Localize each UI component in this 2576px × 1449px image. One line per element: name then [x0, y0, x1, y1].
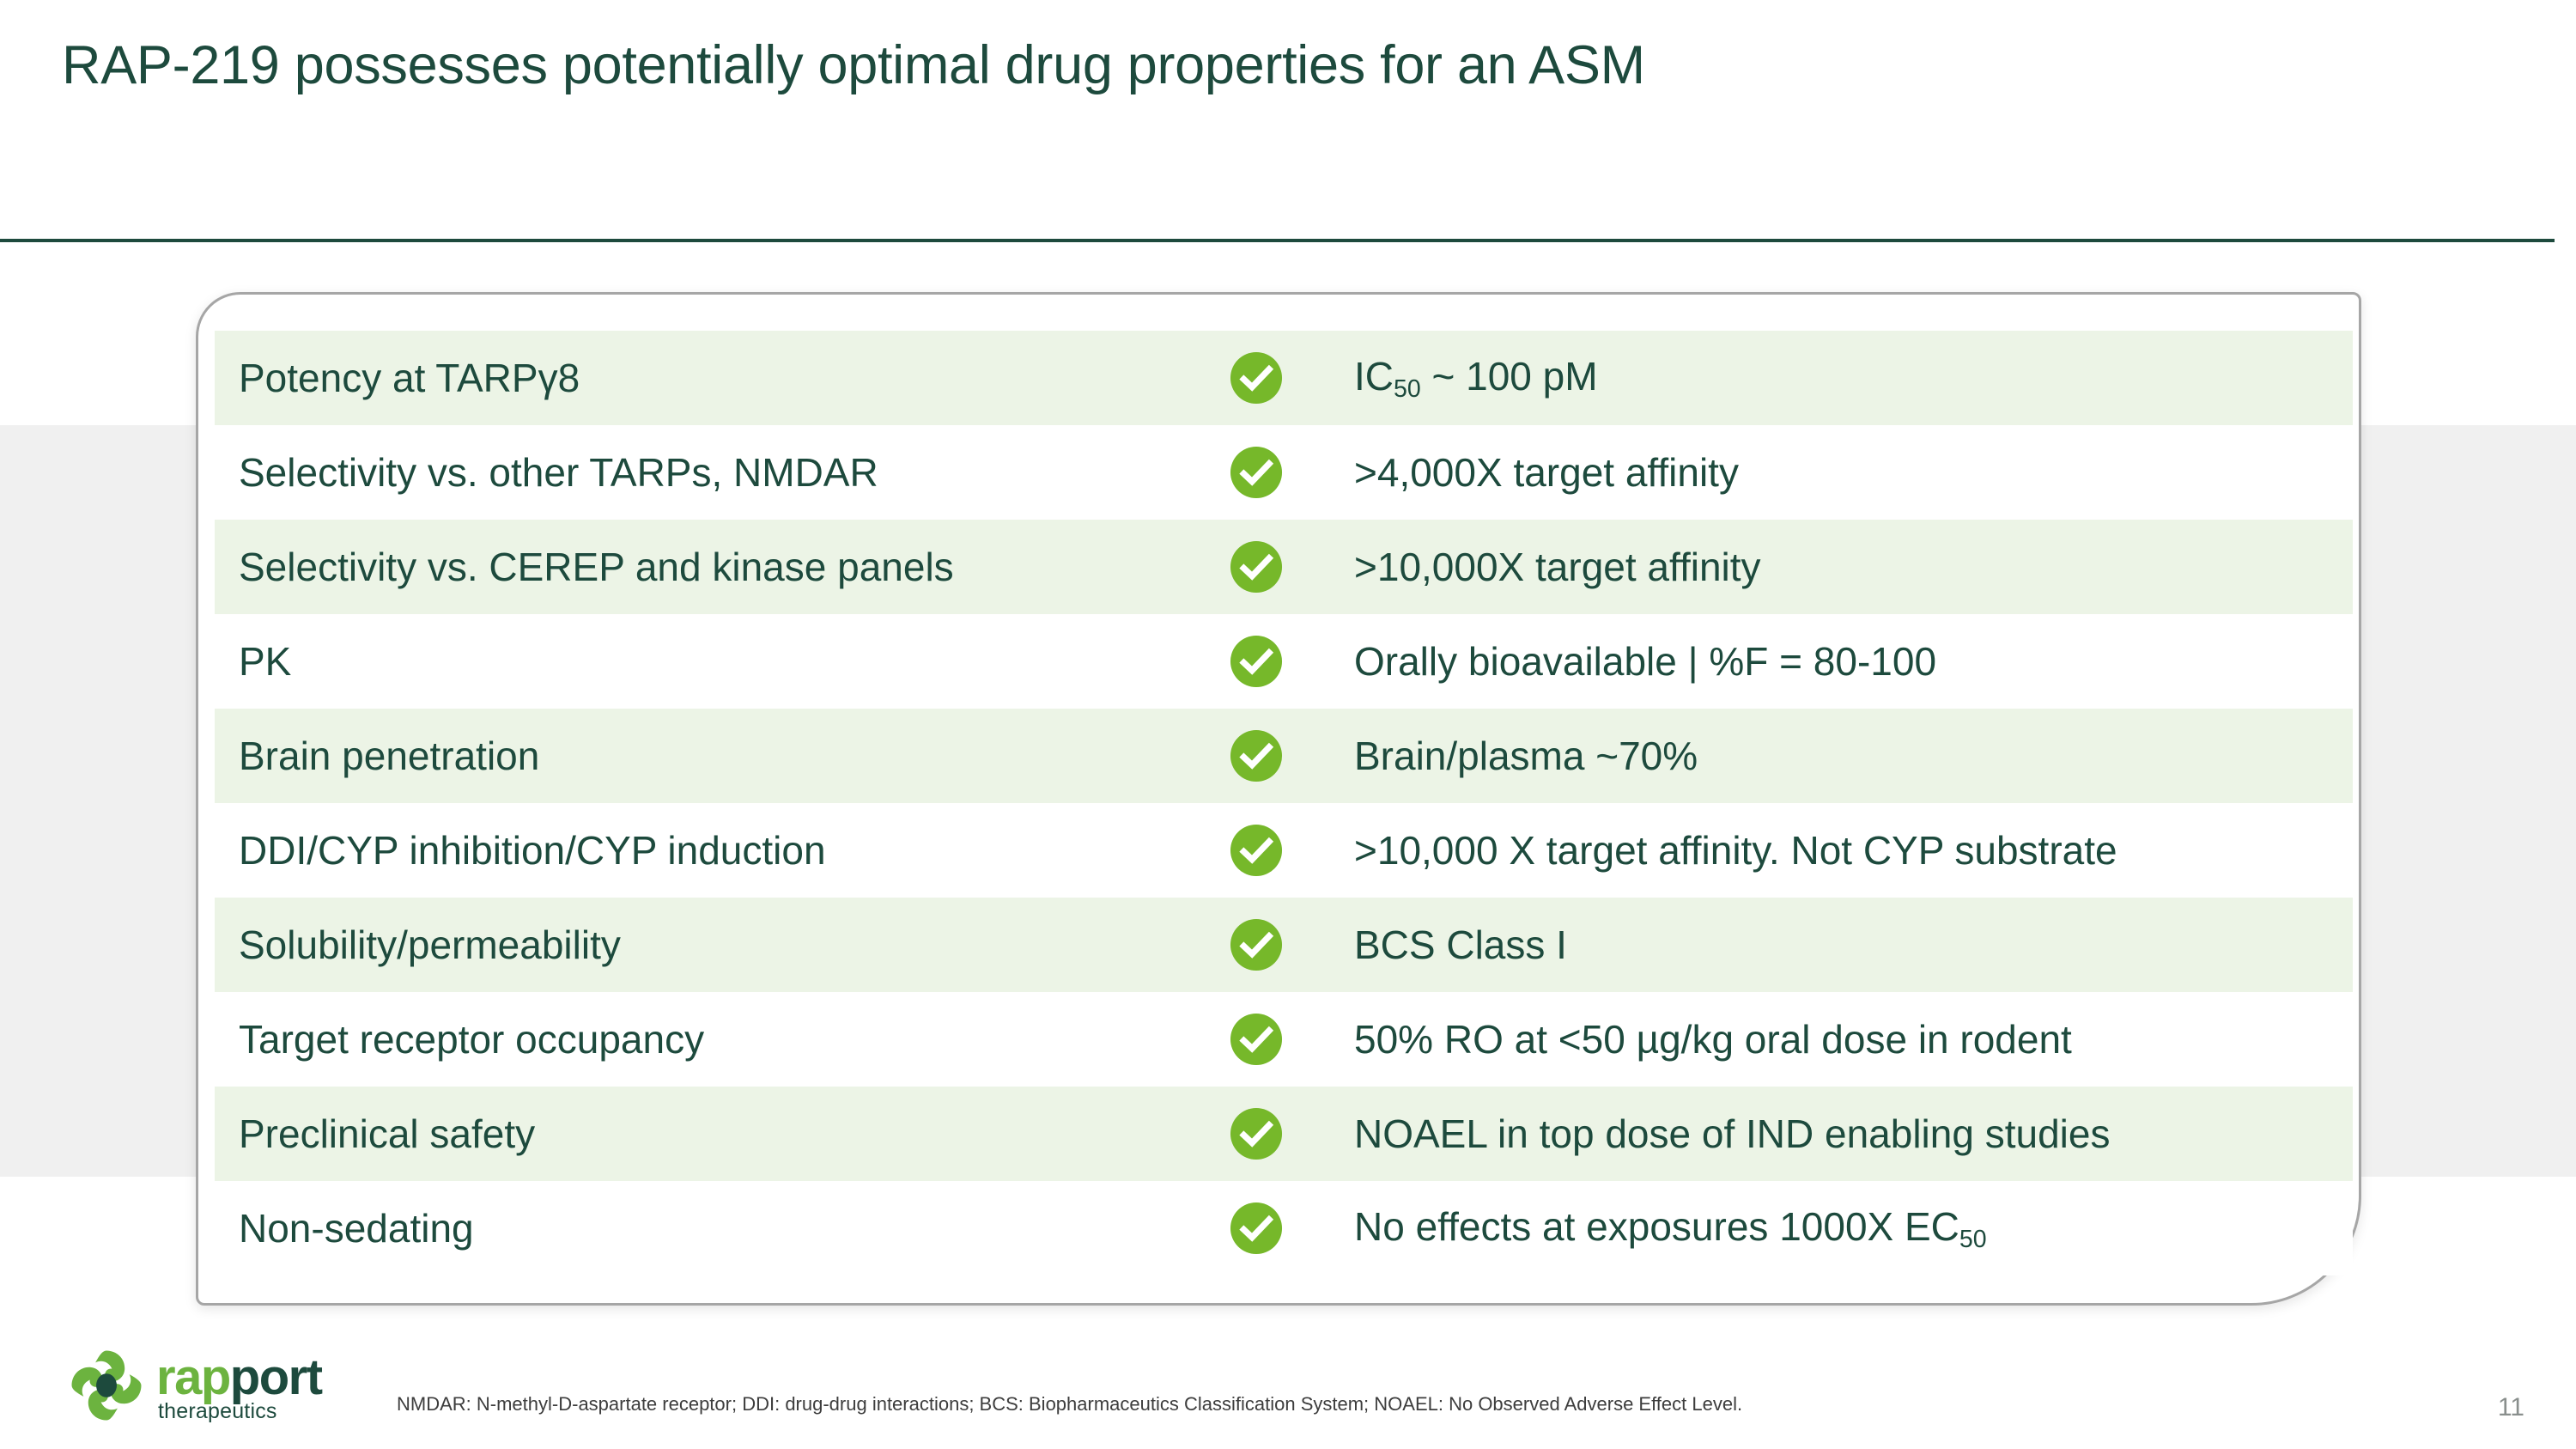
- page-number: 11: [2497, 1393, 2524, 1422]
- value-subscript: 50: [1959, 1225, 1987, 1253]
- logo-word: rapport: [156, 1352, 323, 1402]
- property-label: Preclinical safety: [239, 1111, 536, 1156]
- property-label: Potency at TARPγ8: [239, 356, 580, 400]
- check-circle-icon: [1230, 446, 1282, 499]
- value-suffix: ~ 100 pM: [1420, 353, 1598, 399]
- check-circle-icon: [1230, 729, 1282, 782]
- logo-wordmark: rapport therapeutics: [156, 1349, 323, 1423]
- status-check: [1185, 1202, 1327, 1255]
- table-row: DDI/CYP inhibition/CYP induction >10,000 …: [215, 803, 2353, 898]
- property-label: Brain penetration: [239, 734, 540, 778]
- check-circle-icon: [1230, 1202, 1282, 1255]
- property-value: IC50 ~ 100 pM: [1327, 353, 2353, 404]
- property-value: BCS Class I: [1354, 922, 1567, 967]
- company-logo: rapport therapeutics: [67, 1346, 323, 1425]
- check-circle-icon: [1230, 540, 1282, 594]
- table-row: Brain penetration Brain/plasma ~70%: [215, 709, 2353, 803]
- value-main: No effects at exposures 1000X EC: [1354, 1203, 1959, 1249]
- status-check: [1185, 351, 1327, 405]
- table-row: Non-sedating No effects at exposures 1000…: [215, 1181, 2353, 1275]
- value-main: IC: [1354, 353, 1394, 399]
- status-check: [1185, 824, 1327, 877]
- table-row: Solubility/permeability BCS Class I: [215, 898, 2353, 992]
- property-label: Non-sedating: [239, 1206, 474, 1251]
- property-value: >10,000X target affinity: [1354, 545, 1761, 589]
- logo-word-part2: port: [229, 1349, 323, 1405]
- property-label: Selectivity vs. other TARPs, NMDAR: [239, 450, 878, 495]
- property-value: 50% RO at <50 µg/kg oral dose in rodent: [1354, 1017, 2072, 1062]
- status-check: [1185, 635, 1327, 688]
- status-check: [1185, 1013, 1327, 1066]
- table-row: Selectivity vs. other TARPs, NMDAR >4,000…: [215, 425, 2353, 520]
- property-label: Selectivity vs. CEREP and kinase panels: [239, 545, 954, 589]
- check-circle-icon: [1230, 918, 1282, 971]
- table-row: Potency at TARPγ8 IC50 ~ 100 pM: [215, 331, 2353, 425]
- logo-word-part1: rap: [156, 1349, 231, 1405]
- status-check: [1185, 918, 1327, 971]
- check-circle-icon: [1230, 351, 1282, 405]
- property-value: No effects at exposures 1000X EC50: [1327, 1203, 2353, 1254]
- status-check: [1185, 729, 1327, 782]
- logo-subtitle: therapeutics: [158, 1398, 277, 1423]
- property-value: Orally bioavailable | %F = 80-100: [1354, 639, 1937, 684]
- status-check: [1185, 540, 1327, 594]
- page-title: RAP-219 possesses potentially optimal dr…: [62, 35, 1645, 95]
- check-circle-icon: [1230, 1107, 1282, 1160]
- property-value: NOAEL in top dose of IND enabling studie…: [1354, 1111, 2111, 1156]
- value-subscript: 50: [1394, 374, 1421, 403]
- table-row: Preclinical safety NOAEL in top dose of I…: [215, 1087, 2353, 1181]
- check-circle-icon: [1230, 1013, 1282, 1066]
- property-label: DDI/CYP inhibition/CYP induction: [239, 828, 826, 873]
- status-check: [1185, 1107, 1327, 1160]
- property-label: Target receptor occupancy: [239, 1017, 705, 1062]
- property-value: >10,000 X target affinity. Not CYP subst…: [1354, 828, 2117, 873]
- property-label: Solubility/permeability: [239, 922, 621, 967]
- property-value: Brain/plasma ~70%: [1354, 734, 1698, 778]
- footnote-text: NMDAR: N-methyl-D-aspartate receptor; DD…: [397, 1393, 1743, 1415]
- table-row: Selectivity vs. CEREP and kinase panels >…: [215, 520, 2353, 614]
- rapport-pinwheel-icon: [71, 1350, 142, 1421]
- property-value: >4,000X target affinity: [1354, 450, 1739, 495]
- title-divider: [0, 239, 2555, 242]
- status-check: [1185, 446, 1327, 499]
- table-row: PK Orally bioavailable | %F = 80-100: [215, 614, 2353, 709]
- properties-table: Potency at TARPγ8 IC50 ~ 100 pM Selectivit…: [215, 331, 2353, 1275]
- check-circle-icon: [1230, 635, 1282, 688]
- title-block: RAP-219 possesses potentially optimal dr…: [62, 34, 2466, 98]
- check-circle-icon: [1230, 824, 1282, 877]
- table-row: Target receptor occupancy 50% RO at <50 µ…: [215, 992, 2353, 1087]
- property-label: PK: [239, 639, 292, 684]
